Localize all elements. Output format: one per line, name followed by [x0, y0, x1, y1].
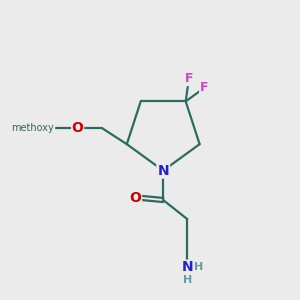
Text: O: O: [130, 191, 142, 205]
Text: O: O: [72, 121, 84, 135]
Text: methoxy: methoxy: [11, 123, 54, 133]
Text: N: N: [158, 164, 169, 178]
Text: N: N: [182, 260, 193, 274]
Text: F: F: [184, 72, 193, 85]
Text: H: H: [183, 274, 192, 284]
Text: H: H: [194, 262, 203, 272]
Text: F: F: [200, 81, 208, 94]
